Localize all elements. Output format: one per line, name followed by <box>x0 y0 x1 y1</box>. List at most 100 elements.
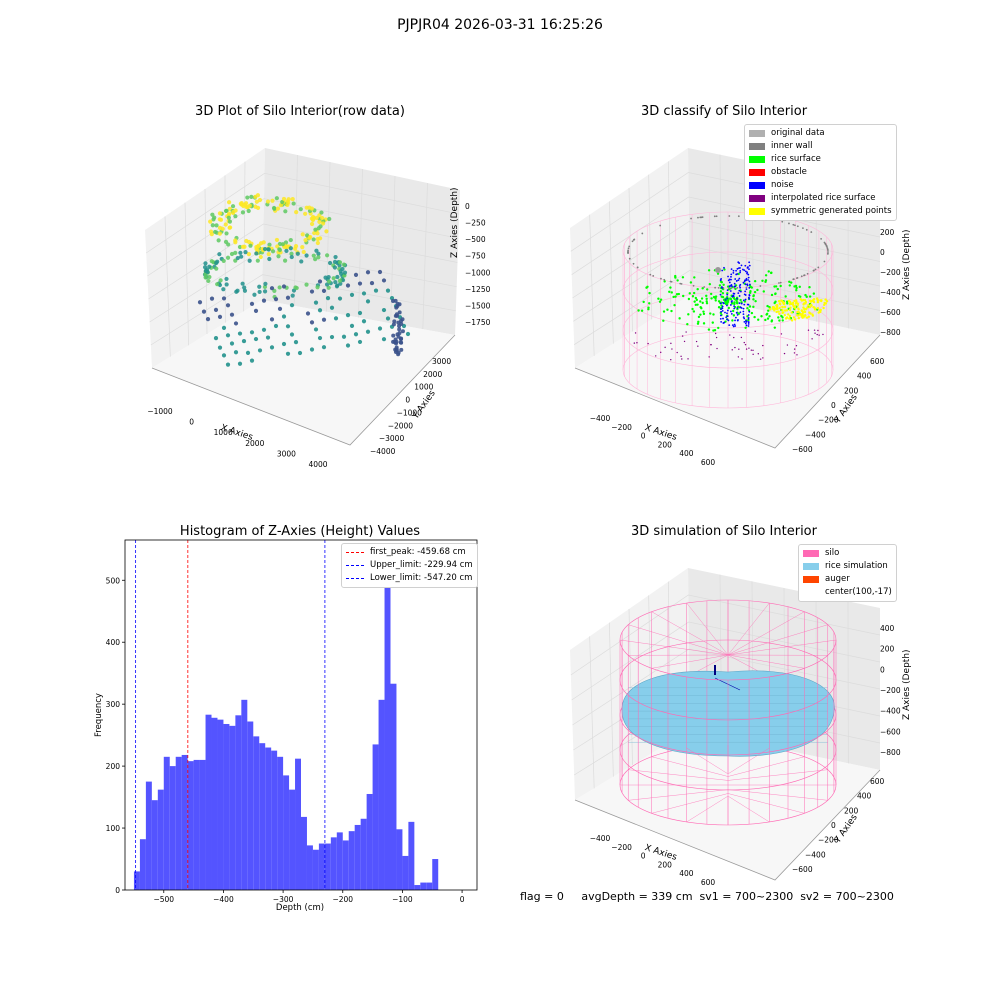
data-point <box>210 212 215 217</box>
point-rice-surface <box>699 300 702 303</box>
point-symmetric <box>812 299 815 303</box>
legend-label: symmetric generated points <box>771 206 892 216</box>
point-interpolated <box>786 344 789 346</box>
point-rice-surface <box>659 298 663 301</box>
point-noise <box>734 285 737 288</box>
point-rice-surface <box>692 310 696 313</box>
data-point <box>313 327 319 332</box>
grid-line <box>570 594 881 676</box>
point-inner-wall <box>826 247 829 250</box>
point-interpolated <box>664 346 666 349</box>
legend-swatch <box>749 130 765 137</box>
data-point <box>353 332 359 337</box>
point-rice-surface <box>702 310 705 313</box>
legend-swatch <box>749 156 765 163</box>
panel1-z-tick-label: −1500 <box>465 301 491 310</box>
point-symmetric <box>809 312 812 315</box>
legend-swatch <box>803 589 819 596</box>
point-rice-surface <box>753 315 756 319</box>
panel4-y-tick-label: −200 <box>818 836 839 845</box>
point-symmetric <box>793 318 797 321</box>
point-rice-surface <box>722 283 725 286</box>
point-inner-wall <box>670 280 673 283</box>
panel2-x-tick-label: 400 <box>679 449 694 458</box>
point-rice-surface <box>795 286 798 290</box>
data-point <box>209 296 215 301</box>
panel1-y-tick-label: 2000 <box>423 370 442 379</box>
point-interpolated <box>762 344 764 347</box>
axes-pane <box>575 730 880 880</box>
point-noise <box>745 277 748 280</box>
data-point <box>240 244 246 249</box>
data-point <box>267 242 272 247</box>
point-noise <box>736 297 738 300</box>
histogram-bar <box>283 775 290 890</box>
point-interpolated <box>796 354 798 356</box>
point-symmetric <box>788 314 792 318</box>
point-noise <box>738 289 741 292</box>
histogram-bar <box>211 717 218 890</box>
histogram-bar <box>324 843 331 890</box>
data-point <box>320 215 325 221</box>
data-point <box>400 317 405 322</box>
legend-label: Upper_limit: -229.94 cm <box>370 560 473 570</box>
point-noise <box>737 279 740 282</box>
data-point <box>331 276 336 281</box>
data-point <box>353 272 359 277</box>
point-inner-wall <box>631 240 634 243</box>
legend-swatch <box>803 563 819 570</box>
point-inner-wall <box>788 222 790 225</box>
point-rice-surface <box>723 268 726 271</box>
point-noise <box>747 266 749 268</box>
histogram-bar <box>360 818 367 890</box>
data-point <box>341 262 347 267</box>
panel1-x-tick-label: 1000 <box>214 428 233 437</box>
point-inner-wall <box>632 262 635 265</box>
data-point <box>392 319 397 324</box>
panel4-z-tick-label: −400 <box>880 707 901 716</box>
histogram-bar <box>265 747 272 890</box>
point-noise <box>748 283 751 286</box>
data-point <box>224 231 229 236</box>
point-noise <box>736 307 739 310</box>
point-symmetric <box>820 299 823 302</box>
legend-entry: inner wall <box>749 140 892 153</box>
panel2-y-tick-label: −200 <box>818 416 839 425</box>
point-inner-wall <box>794 224 796 227</box>
panel2-x-tick-label: −400 <box>590 414 611 423</box>
point-symmetric <box>787 299 791 303</box>
silo-bottom-wire <box>727 795 770 823</box>
data-point <box>229 312 235 317</box>
panel1-z-tick-label: −1750 <box>465 318 491 327</box>
point-noise <box>742 299 745 302</box>
data-point <box>338 269 343 274</box>
data-point <box>216 238 221 243</box>
y-tick-label: 400 <box>106 638 121 647</box>
data-point <box>249 194 254 199</box>
panel2-zlabel: Z Axies (Depth) <box>902 229 912 300</box>
point-noise <box>726 297 729 300</box>
histogram-bar <box>306 845 313 890</box>
data-point <box>289 254 294 260</box>
point-rice-surface <box>732 296 736 300</box>
data-point <box>221 353 227 358</box>
point-interpolated <box>737 356 740 358</box>
point-noise <box>748 261 751 264</box>
legend-entry: center(100,-17) <box>803 586 892 599</box>
legend-label: interpolated rice surface <box>771 193 876 203</box>
point-noise <box>739 290 742 293</box>
point-symmetric <box>794 302 798 305</box>
point-rice-surface <box>666 308 669 311</box>
point-rice-surface <box>681 294 685 298</box>
data-point <box>229 341 235 346</box>
data-point <box>266 247 271 252</box>
legend-entry: noise <box>749 179 892 192</box>
point-rice-surface <box>731 309 735 313</box>
panel4-z-tick-label: 200 <box>880 645 895 654</box>
data-point <box>385 316 391 321</box>
panel4-y-tick-label: 200 <box>844 806 859 815</box>
panel2-z-tick-label: 0 <box>880 248 885 257</box>
data-point <box>215 282 220 287</box>
point-noise <box>741 268 744 271</box>
point-rice-surface <box>760 315 763 318</box>
